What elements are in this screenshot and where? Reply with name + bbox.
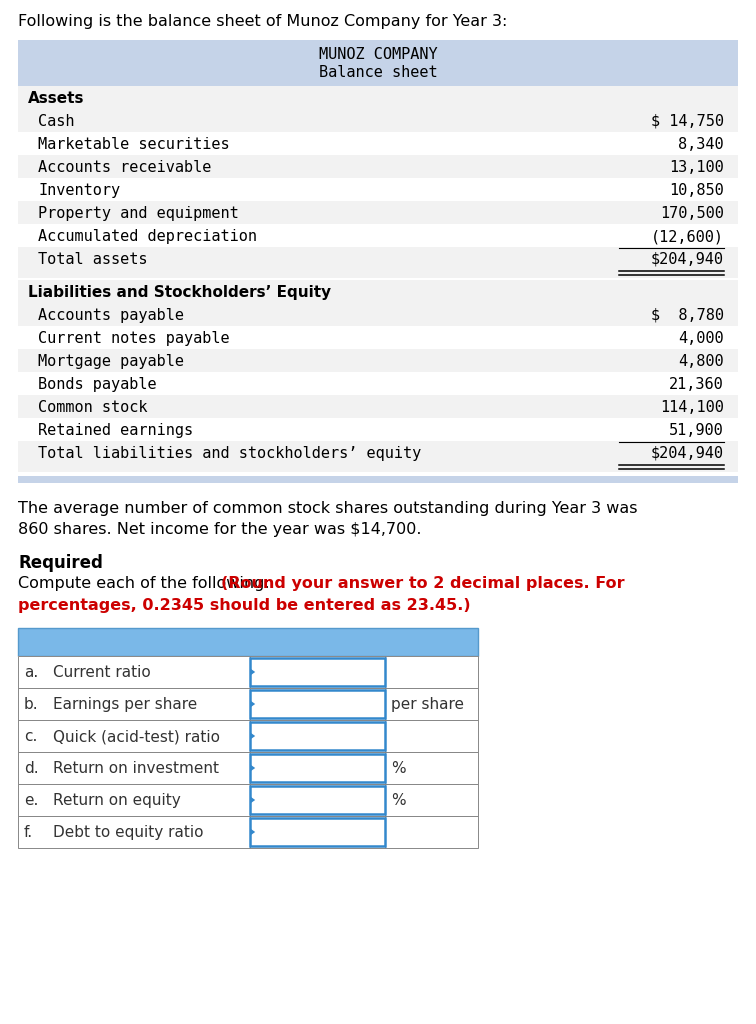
Text: (12,600): (12,600): [651, 229, 724, 244]
Bar: [18, 201, 738, 224]
Text: Earnings per share: Earnings per share: [53, 697, 197, 712]
Text: $204,940: $204,940: [651, 446, 724, 461]
Text: c.: c.: [24, 729, 37, 744]
Text: percentages, 0.2345 should be entered as 23.45.): percentages, 0.2345 should be entered as…: [18, 598, 471, 613]
Text: Following is the balance sheet of Munoz Company for Year 3:: Following is the balance sheet of Munoz …: [18, 14, 507, 29]
Text: 114,100: 114,100: [660, 400, 724, 415]
Polygon shape: [251, 765, 256, 771]
Text: Accounts receivable: Accounts receivable: [38, 160, 212, 175]
Bar: [18, 720, 478, 752]
Text: Bonds payable: Bonds payable: [38, 377, 156, 392]
Bar: [18, 40, 738, 86]
Text: MUNOZ COMPANY: MUNOZ COMPANY: [319, 47, 437, 62]
Text: Marketable securities: Marketable securities: [38, 137, 230, 152]
Bar: [18, 178, 738, 201]
Bar: [18, 441, 738, 472]
Text: b.: b.: [24, 697, 39, 712]
Text: 170,500: 170,500: [660, 206, 724, 221]
Text: 4,800: 4,800: [678, 354, 724, 369]
Bar: [18, 395, 738, 418]
Text: Total liabilities and stockholders’ equity: Total liabilities and stockholders’ equi…: [38, 446, 421, 461]
Bar: [18, 816, 478, 848]
Text: Common stock: Common stock: [38, 400, 147, 415]
Bar: [18, 784, 478, 816]
Text: %: %: [391, 761, 406, 776]
Text: Return on investment: Return on investment: [53, 761, 219, 776]
Text: Liabilities and Stockholders’ Equity: Liabilities and Stockholders’ Equity: [28, 285, 331, 300]
Polygon shape: [251, 797, 256, 803]
Text: Return on equity: Return on equity: [53, 793, 181, 808]
Text: f.: f.: [24, 825, 33, 840]
Bar: [18, 132, 738, 155]
Text: Current notes payable: Current notes payable: [38, 331, 230, 346]
Text: Assets: Assets: [28, 91, 85, 106]
Bar: [18, 784, 478, 816]
Bar: [250, 722, 385, 750]
Bar: [18, 349, 738, 372]
Bar: [18, 418, 738, 441]
Bar: [18, 688, 478, 720]
Bar: [18, 752, 478, 784]
Text: 8,340: 8,340: [678, 137, 724, 152]
Text: Required: Required: [18, 554, 103, 572]
Text: $ 14,750: $ 14,750: [651, 114, 724, 129]
Bar: [18, 326, 738, 349]
Bar: [18, 816, 478, 848]
Text: Mortgage payable: Mortgage payable: [38, 354, 184, 369]
Text: Current ratio: Current ratio: [53, 665, 150, 680]
Bar: [250, 786, 385, 814]
Text: 860 shares. Net income for the year was $14,700.: 860 shares. Net income for the year was …: [18, 522, 422, 537]
Bar: [18, 247, 738, 278]
Bar: [18, 688, 478, 720]
Text: Accounts payable: Accounts payable: [38, 308, 184, 323]
Text: $  8,780: $ 8,780: [651, 308, 724, 323]
Text: Accumulated depreciation: Accumulated depreciation: [38, 229, 257, 244]
Text: Property and equipment: Property and equipment: [38, 206, 239, 221]
Text: 13,100: 13,100: [669, 160, 724, 175]
Bar: [18, 224, 738, 247]
Bar: [18, 720, 478, 752]
Bar: [250, 818, 385, 846]
Text: $204,940: $204,940: [651, 252, 724, 267]
Polygon shape: [251, 669, 256, 675]
Text: Cash: Cash: [38, 114, 75, 129]
Text: (Round your answer to 2 decimal places. For: (Round your answer to 2 decimal places. …: [221, 575, 624, 591]
Bar: [250, 690, 385, 718]
Text: The average number of common stock shares outstanding during Year 3 was: The average number of common stock share…: [18, 501, 637, 516]
Polygon shape: [251, 829, 256, 835]
Text: Retained earnings: Retained earnings: [38, 423, 193, 438]
Bar: [18, 280, 738, 303]
Bar: [18, 628, 478, 656]
Text: per share: per share: [391, 697, 464, 712]
Text: Compute each of the following:: Compute each of the following:: [18, 575, 275, 591]
Text: 4,000: 4,000: [678, 331, 724, 346]
Text: Quick (acid-test) ratio: Quick (acid-test) ratio: [53, 729, 220, 744]
Polygon shape: [251, 701, 256, 707]
Bar: [18, 752, 478, 784]
Bar: [18, 303, 738, 326]
Bar: [18, 155, 738, 178]
Text: Total assets: Total assets: [38, 252, 147, 267]
Text: e.: e.: [24, 793, 39, 808]
Text: Balance sheet: Balance sheet: [319, 65, 437, 80]
Text: %: %: [391, 793, 406, 808]
Bar: [18, 86, 738, 109]
Bar: [250, 658, 385, 686]
Text: Inventory: Inventory: [38, 183, 120, 198]
Text: a.: a.: [24, 665, 39, 680]
Text: 10,850: 10,850: [669, 183, 724, 198]
Bar: [18, 476, 738, 483]
Bar: [18, 109, 738, 132]
Text: 51,900: 51,900: [669, 423, 724, 438]
Text: 21,360: 21,360: [669, 377, 724, 392]
Text: d.: d.: [24, 761, 39, 776]
Text: Debt to equity ratio: Debt to equity ratio: [53, 825, 203, 840]
Bar: [18, 372, 738, 395]
Polygon shape: [251, 733, 256, 739]
Bar: [18, 656, 478, 688]
Bar: [250, 754, 385, 782]
Bar: [18, 656, 478, 688]
